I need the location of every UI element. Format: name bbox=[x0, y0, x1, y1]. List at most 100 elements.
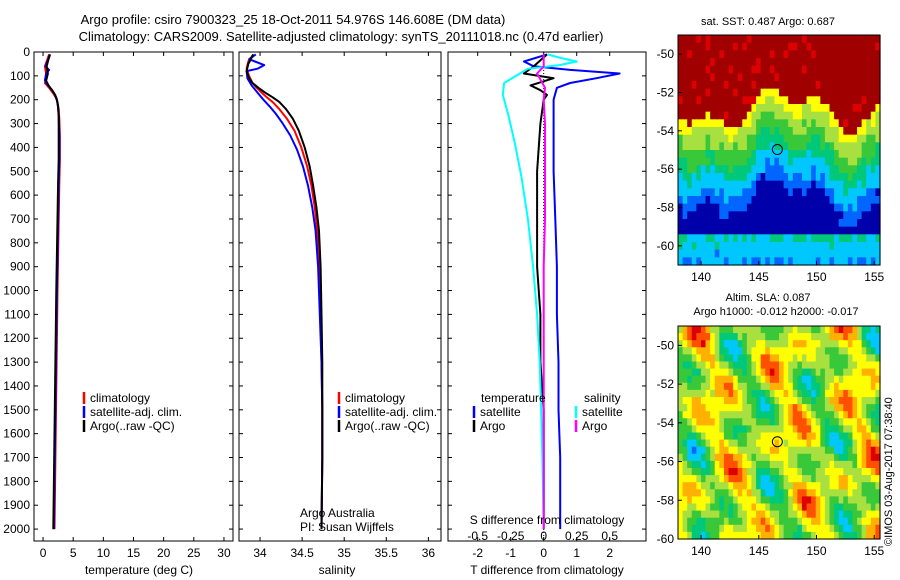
map-cell bbox=[811, 165, 817, 174]
map-cell bbox=[719, 242, 725, 251]
map-cell bbox=[756, 58, 762, 67]
map-cell bbox=[783, 347, 789, 355]
map-cell bbox=[705, 446, 711, 455]
map-cell bbox=[682, 482, 688, 490]
map-cell bbox=[834, 73, 840, 82]
map-cell bbox=[687, 460, 693, 469]
map-cell bbox=[852, 188, 858, 197]
map-cell bbox=[861, 81, 867, 90]
map-cell bbox=[687, 368, 693, 377]
map-cell bbox=[811, 203, 817, 212]
map-cell bbox=[866, 333, 872, 341]
map-cell bbox=[742, 482, 748, 490]
map-cell bbox=[797, 65, 803, 74]
map-cell bbox=[834, 517, 840, 526]
map-cell bbox=[870, 127, 877, 136]
map-cell bbox=[806, 219, 812, 228]
map-cell bbox=[751, 460, 757, 469]
map-cell bbox=[779, 368, 785, 377]
map-cell bbox=[857, 188, 863, 197]
map-cell bbox=[820, 127, 826, 136]
map-cell bbox=[857, 460, 863, 469]
map-cell bbox=[815, 397, 821, 405]
map-cell bbox=[806, 188, 812, 197]
map-cell bbox=[788, 347, 794, 355]
map-cell bbox=[779, 382, 785, 391]
map-cell bbox=[760, 50, 766, 59]
map-cell bbox=[733, 446, 739, 455]
map-cell bbox=[847, 42, 854, 51]
map-cell bbox=[760, 489, 766, 497]
map-cell bbox=[788, 157, 794, 166]
map-cell bbox=[815, 354, 821, 363]
map-cell bbox=[737, 460, 743, 469]
map-cell bbox=[847, 517, 854, 526]
map-cell bbox=[700, 73, 707, 82]
map-cell bbox=[783, 439, 789, 448]
map-cell bbox=[774, 524, 780, 533]
map-cell bbox=[829, 418, 835, 426]
map-cell bbox=[710, 257, 716, 266]
map-cell bbox=[765, 340, 771, 348]
map-cell bbox=[765, 180, 771, 189]
map-cell bbox=[788, 482, 794, 490]
map-cell bbox=[751, 503, 757, 512]
map-cell bbox=[682, 503, 688, 512]
salinity-panel: 34 34.5 35 35.5 36climatologysatellite-adj. … bbox=[238, 51, 442, 560]
map-cell bbox=[719, 517, 725, 526]
map-cell bbox=[760, 375, 766, 384]
map-cell bbox=[801, 134, 808, 143]
map-cell bbox=[728, 460, 734, 469]
map-cell bbox=[760, 475, 766, 483]
map-cell bbox=[875, 368, 881, 377]
map-cell bbox=[870, 196, 877, 205]
map-cell bbox=[742, 196, 748, 205]
map-y-tick-label: -50 bbox=[657, 47, 675, 61]
map-cell bbox=[687, 531, 693, 540]
map-cell bbox=[737, 35, 743, 44]
map-cell bbox=[815, 73, 821, 82]
map-x-tick-label: 140 bbox=[691, 270, 711, 284]
map-cell bbox=[719, 50, 725, 59]
map-cell bbox=[719, 96, 725, 105]
map-frame bbox=[677, 34, 881, 266]
map-cell bbox=[829, 119, 835, 128]
map-cell bbox=[723, 439, 730, 448]
map-cell bbox=[682, 249, 688, 258]
map-cell bbox=[847, 347, 854, 355]
map-cell bbox=[852, 249, 858, 258]
map-cell bbox=[774, 354, 780, 363]
map-cell bbox=[797, 242, 803, 251]
map-cell bbox=[774, 475, 780, 483]
map-cell bbox=[751, 165, 757, 174]
map-cell bbox=[861, 219, 867, 228]
map-cell bbox=[779, 340, 785, 348]
map-cell bbox=[714, 96, 720, 105]
map-cell bbox=[829, 524, 835, 533]
map-cell bbox=[723, 531, 730, 540]
map-cell bbox=[857, 361, 863, 370]
map-cell bbox=[811, 150, 817, 159]
map-y-tick-label: -54 bbox=[657, 416, 675, 430]
sst-map-title: sat. SST: 0.487 Argo: 0.687 bbox=[701, 16, 835, 28]
map-cell bbox=[678, 375, 684, 384]
map-cell bbox=[769, 517, 776, 526]
map-cell bbox=[852, 489, 858, 497]
map-cell bbox=[700, 81, 707, 90]
map-cell bbox=[723, 196, 730, 205]
map-cell bbox=[719, 460, 725, 469]
map-cell bbox=[760, 411, 766, 419]
map-cell bbox=[723, 468, 730, 476]
map-cell bbox=[838, 439, 844, 448]
map-cell bbox=[843, 361, 849, 370]
map-cell bbox=[852, 524, 858, 533]
map-cell bbox=[714, 119, 720, 128]
map-cell bbox=[765, 157, 771, 166]
map-cell bbox=[811, 460, 817, 469]
map-cell bbox=[733, 510, 739, 519]
map-cell bbox=[756, 439, 762, 448]
map-cell bbox=[861, 42, 867, 51]
map-cell bbox=[765, 88, 771, 97]
map-cell bbox=[710, 196, 716, 205]
map-cell bbox=[847, 460, 854, 469]
